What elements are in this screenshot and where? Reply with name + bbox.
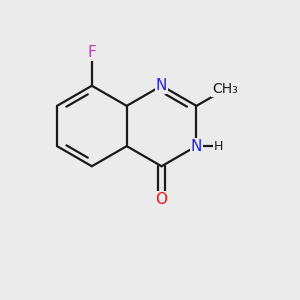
Text: F: F — [88, 45, 96, 60]
Text: N: N — [191, 139, 202, 154]
Text: H: H — [214, 140, 223, 153]
Text: O: O — [156, 192, 168, 207]
Text: CH₃: CH₃ — [212, 82, 238, 96]
Text: N: N — [156, 78, 167, 93]
